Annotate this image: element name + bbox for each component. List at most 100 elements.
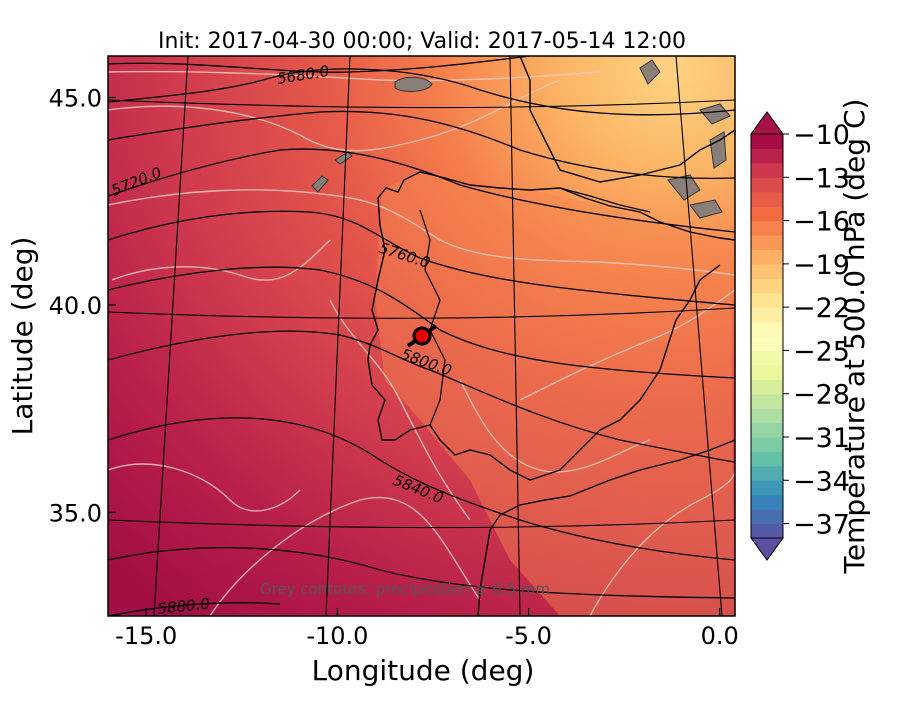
precip-patch xyxy=(334,151,353,165)
colorbar-block xyxy=(751,509,783,525)
colorbar-label: Temperature at 500.0 hPa (deg C) xyxy=(838,99,871,575)
colorbar-block xyxy=(751,191,783,207)
geopotential-line xyxy=(108,417,735,561)
isotherm xyxy=(108,79,561,152)
colorbar-bottom-extend xyxy=(750,537,784,561)
colorbar-block xyxy=(751,336,783,352)
meridian xyxy=(509,56,521,616)
meridian xyxy=(325,56,351,616)
colorbar-block xyxy=(751,379,783,395)
colorbar-block xyxy=(751,263,783,279)
colorbar-block xyxy=(751,148,783,164)
map-panel: 5680.0 5720.0 5760.0 5800.0 5840.0 5880.… xyxy=(107,55,736,618)
colorbar-block xyxy=(751,451,783,467)
colorbar-block xyxy=(751,465,783,481)
precip-note: Grey contours: precipitation ≥ 0.5 mm xyxy=(260,580,550,598)
france-coastline xyxy=(519,56,735,183)
meridian xyxy=(675,56,723,616)
isotherm xyxy=(111,239,331,281)
colorbar-tick-label: −28 xyxy=(793,380,850,411)
isotherm xyxy=(108,70,601,82)
colorbar-tick-label: −19 xyxy=(793,250,850,281)
meridian xyxy=(153,56,189,616)
temperature-isotherms xyxy=(108,70,735,616)
geopotential-contours xyxy=(108,56,735,616)
colorbar-block xyxy=(751,350,783,366)
precip-patch xyxy=(639,59,661,85)
x-tick-label: -15.0 xyxy=(115,622,177,650)
africa-coastline xyxy=(477,439,735,616)
parallel xyxy=(108,307,735,319)
colorbar-block xyxy=(751,134,783,150)
chart-title: Init: 2017-04-30 00:00; Valid: 2017-05-1… xyxy=(158,29,686,54)
isotherm xyxy=(209,496,481,616)
parallel xyxy=(108,99,735,109)
colorbar-tick-label: −16 xyxy=(793,207,850,238)
colorbar-block xyxy=(751,364,783,380)
precip-patch xyxy=(667,174,701,201)
isotherm xyxy=(519,289,735,401)
coastlines xyxy=(367,56,735,616)
colorbar-blocks xyxy=(751,134,783,539)
map-frame xyxy=(107,55,736,617)
colorbar-block xyxy=(751,480,783,496)
colorbar: −10 −13 −16 −19 −22 −25 −28 −31 −34 −37 Temperatu… xyxy=(750,99,871,575)
spain-france-border xyxy=(559,187,651,213)
colorbar-tick-label: −31 xyxy=(793,423,850,454)
graticule xyxy=(108,56,735,616)
iberia-coastline xyxy=(367,171,735,481)
geopotential-line xyxy=(108,110,735,180)
y-axis-label: Latitude (deg) xyxy=(6,237,39,436)
isotherm xyxy=(108,189,735,276)
parallel xyxy=(108,519,735,529)
colorbar-tick-label: −25 xyxy=(793,336,850,367)
x-tick-label: -5.0 xyxy=(505,622,552,650)
colorbar-tick-label: −37 xyxy=(793,510,850,541)
map-contents: 5680.0 5720.0 5760.0 5800.0 5840.0 5880.… xyxy=(108,56,735,618)
geopotential-line xyxy=(108,330,735,463)
precip-patch xyxy=(394,76,433,92)
colorbar-tick-label: −10 xyxy=(793,120,850,151)
colorbar-block xyxy=(751,393,783,409)
isotherm xyxy=(329,299,471,521)
geopotential-line xyxy=(108,602,281,616)
contour-label: 5880.0 xyxy=(157,595,211,618)
geopotential-line xyxy=(108,210,735,306)
y-axis: 45.0 40.0 35.0 xyxy=(49,84,116,527)
colorbar-tick-label: −34 xyxy=(793,466,850,497)
y-tick-label: 45.0 xyxy=(49,84,102,112)
colorbar-block xyxy=(751,292,783,308)
colorbar-block xyxy=(751,177,783,193)
isotherm xyxy=(459,379,651,473)
precip-patch xyxy=(311,175,329,193)
precip-patch xyxy=(689,199,723,219)
geopotential-line xyxy=(108,266,735,379)
colorbar-frame xyxy=(750,133,784,539)
location-marker xyxy=(406,324,438,348)
colorbar-block xyxy=(751,278,783,294)
geopotential-line xyxy=(108,148,735,233)
colorbar-block xyxy=(751,422,783,438)
marker-dot xyxy=(412,326,432,346)
x-axis: -15.0 -10.0 -5.0 0.0 xyxy=(115,608,739,650)
portugal-spain-border xyxy=(419,209,446,426)
precipitation-areas xyxy=(311,59,731,219)
colorbar-top-extend xyxy=(750,111,784,135)
colorbar-block xyxy=(751,437,783,453)
precip-patch xyxy=(709,131,727,169)
colorbar-block xyxy=(751,408,783,424)
colorbar-block xyxy=(751,249,783,265)
colorbar-block xyxy=(751,235,783,251)
colorbar-tick-label: −22 xyxy=(793,293,850,324)
precip-patch xyxy=(699,103,731,125)
x-tick-label: 0.0 xyxy=(701,622,739,650)
isotherm xyxy=(589,469,735,616)
colorbar-block xyxy=(751,162,783,178)
colorbar-block xyxy=(751,206,783,222)
colorbar-block xyxy=(751,494,783,510)
colorbar-ticks: −10 −13 −16 −19 −22 −25 −28 −31 −34 −37 xyxy=(783,120,850,541)
x-tick-label: -10.0 xyxy=(306,622,368,650)
colorbar-block xyxy=(751,220,783,236)
